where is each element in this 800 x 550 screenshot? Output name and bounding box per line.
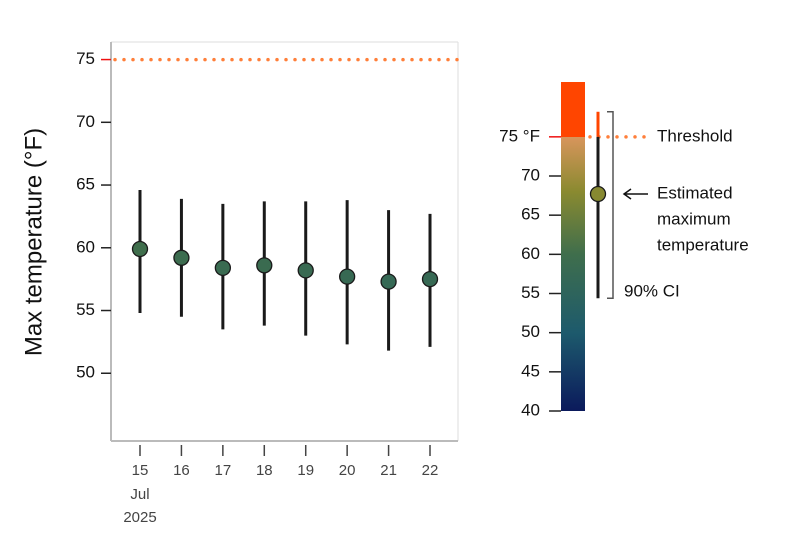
x-tick-label: 15 bbox=[132, 462, 149, 479]
legend-point bbox=[589, 185, 607, 203]
y-tick-label: 70 bbox=[76, 112, 95, 131]
point bbox=[338, 268, 356, 285]
x-year: 2025 bbox=[123, 509, 156, 526]
legend-tick-label: 45 bbox=[521, 361, 540, 380]
point bbox=[214, 259, 232, 276]
x-tick-label: 20 bbox=[339, 462, 356, 479]
arrow bbox=[622, 188, 648, 200]
legend-tick-label: 50 bbox=[521, 322, 540, 341]
y-axis-label: Max temperature (°F) bbox=[20, 128, 47, 356]
x-tick-label: 17 bbox=[215, 462, 232, 479]
y-tick-label: 50 bbox=[76, 363, 95, 382]
legend-threshold-label: 75 °F bbox=[499, 126, 540, 145]
y-tick-label: 60 bbox=[76, 237, 95, 256]
legend-tick-label: 55 bbox=[521, 283, 540, 302]
point bbox=[256, 257, 273, 274]
legend-threshold-text: Threshold bbox=[657, 126, 733, 145]
point bbox=[421, 270, 439, 288]
x-tick-label: 21 bbox=[380, 462, 397, 479]
y-tick-label: 55 bbox=[76, 300, 95, 319]
x-tick-label: 22 bbox=[422, 462, 439, 479]
legend-tick-label: 70 bbox=[521, 165, 540, 184]
x-month: Jul bbox=[130, 486, 149, 503]
point bbox=[173, 249, 190, 266]
estimate-text: temperature bbox=[657, 236, 749, 255]
y-tick-label: 65 bbox=[76, 175, 95, 194]
point bbox=[297, 262, 314, 279]
x-tick-label: 18 bbox=[256, 462, 273, 479]
ci-bracket bbox=[607, 111, 614, 299]
x-tick-label: 16 bbox=[173, 462, 190, 479]
y-tick-label: 75 bbox=[76, 49, 95, 68]
legend-tick-label: 60 bbox=[521, 244, 540, 263]
legend-tick-label: 40 bbox=[521, 400, 540, 419]
estimate-text: maximum bbox=[657, 210, 731, 229]
point bbox=[131, 240, 149, 258]
ci-text: 90% CI bbox=[624, 282, 680, 301]
x-tick-label: 19 bbox=[297, 462, 314, 479]
point bbox=[380, 273, 397, 290]
estimate-text: Estimated bbox=[657, 184, 733, 203]
colorbar bbox=[561, 82, 585, 411]
legend-tick-label: 65 bbox=[521, 205, 540, 224]
